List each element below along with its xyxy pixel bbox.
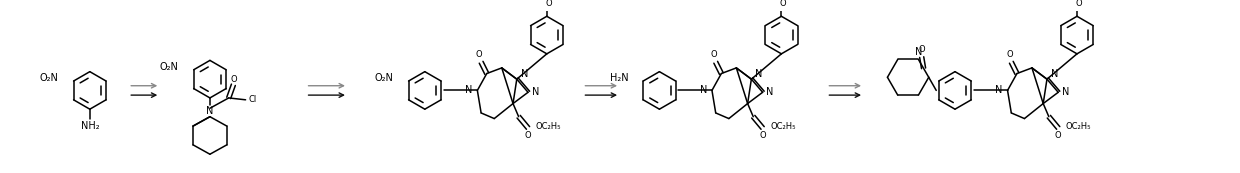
Text: O₂N: O₂N [40,73,58,83]
Text: N: N [521,70,528,79]
Text: N: N [755,70,763,79]
Text: N: N [1050,70,1058,79]
Text: N: N [465,85,472,95]
Text: N: N [699,85,707,95]
Text: O: O [476,50,482,59]
Text: N: N [766,87,774,97]
Text: O: O [780,0,786,8]
Text: O: O [546,0,552,8]
Text: N: N [996,85,1003,95]
Text: O: O [711,50,717,59]
Text: N: N [532,87,539,97]
Text: O: O [919,45,925,54]
Text: N: N [1061,87,1069,97]
Text: OC₂H₅: OC₂H₅ [536,122,560,131]
Text: O₂N: O₂N [160,62,179,72]
Text: OC₂H₅: OC₂H₅ [1065,122,1091,131]
Text: NH₂: NH₂ [81,121,99,131]
Text: O: O [1006,50,1013,59]
Text: Cl: Cl [249,95,257,104]
Text: O₂N: O₂N [374,73,393,83]
Text: O: O [1055,131,1061,140]
Text: O: O [525,131,532,140]
Text: N: N [915,47,923,57]
Text: O: O [1075,0,1083,8]
Text: O: O [231,75,237,84]
Text: N: N [206,106,213,116]
Text: OC₂H₅: OC₂H₅ [770,122,796,131]
Text: O: O [759,131,766,140]
Text: H₂N: H₂N [610,73,629,83]
